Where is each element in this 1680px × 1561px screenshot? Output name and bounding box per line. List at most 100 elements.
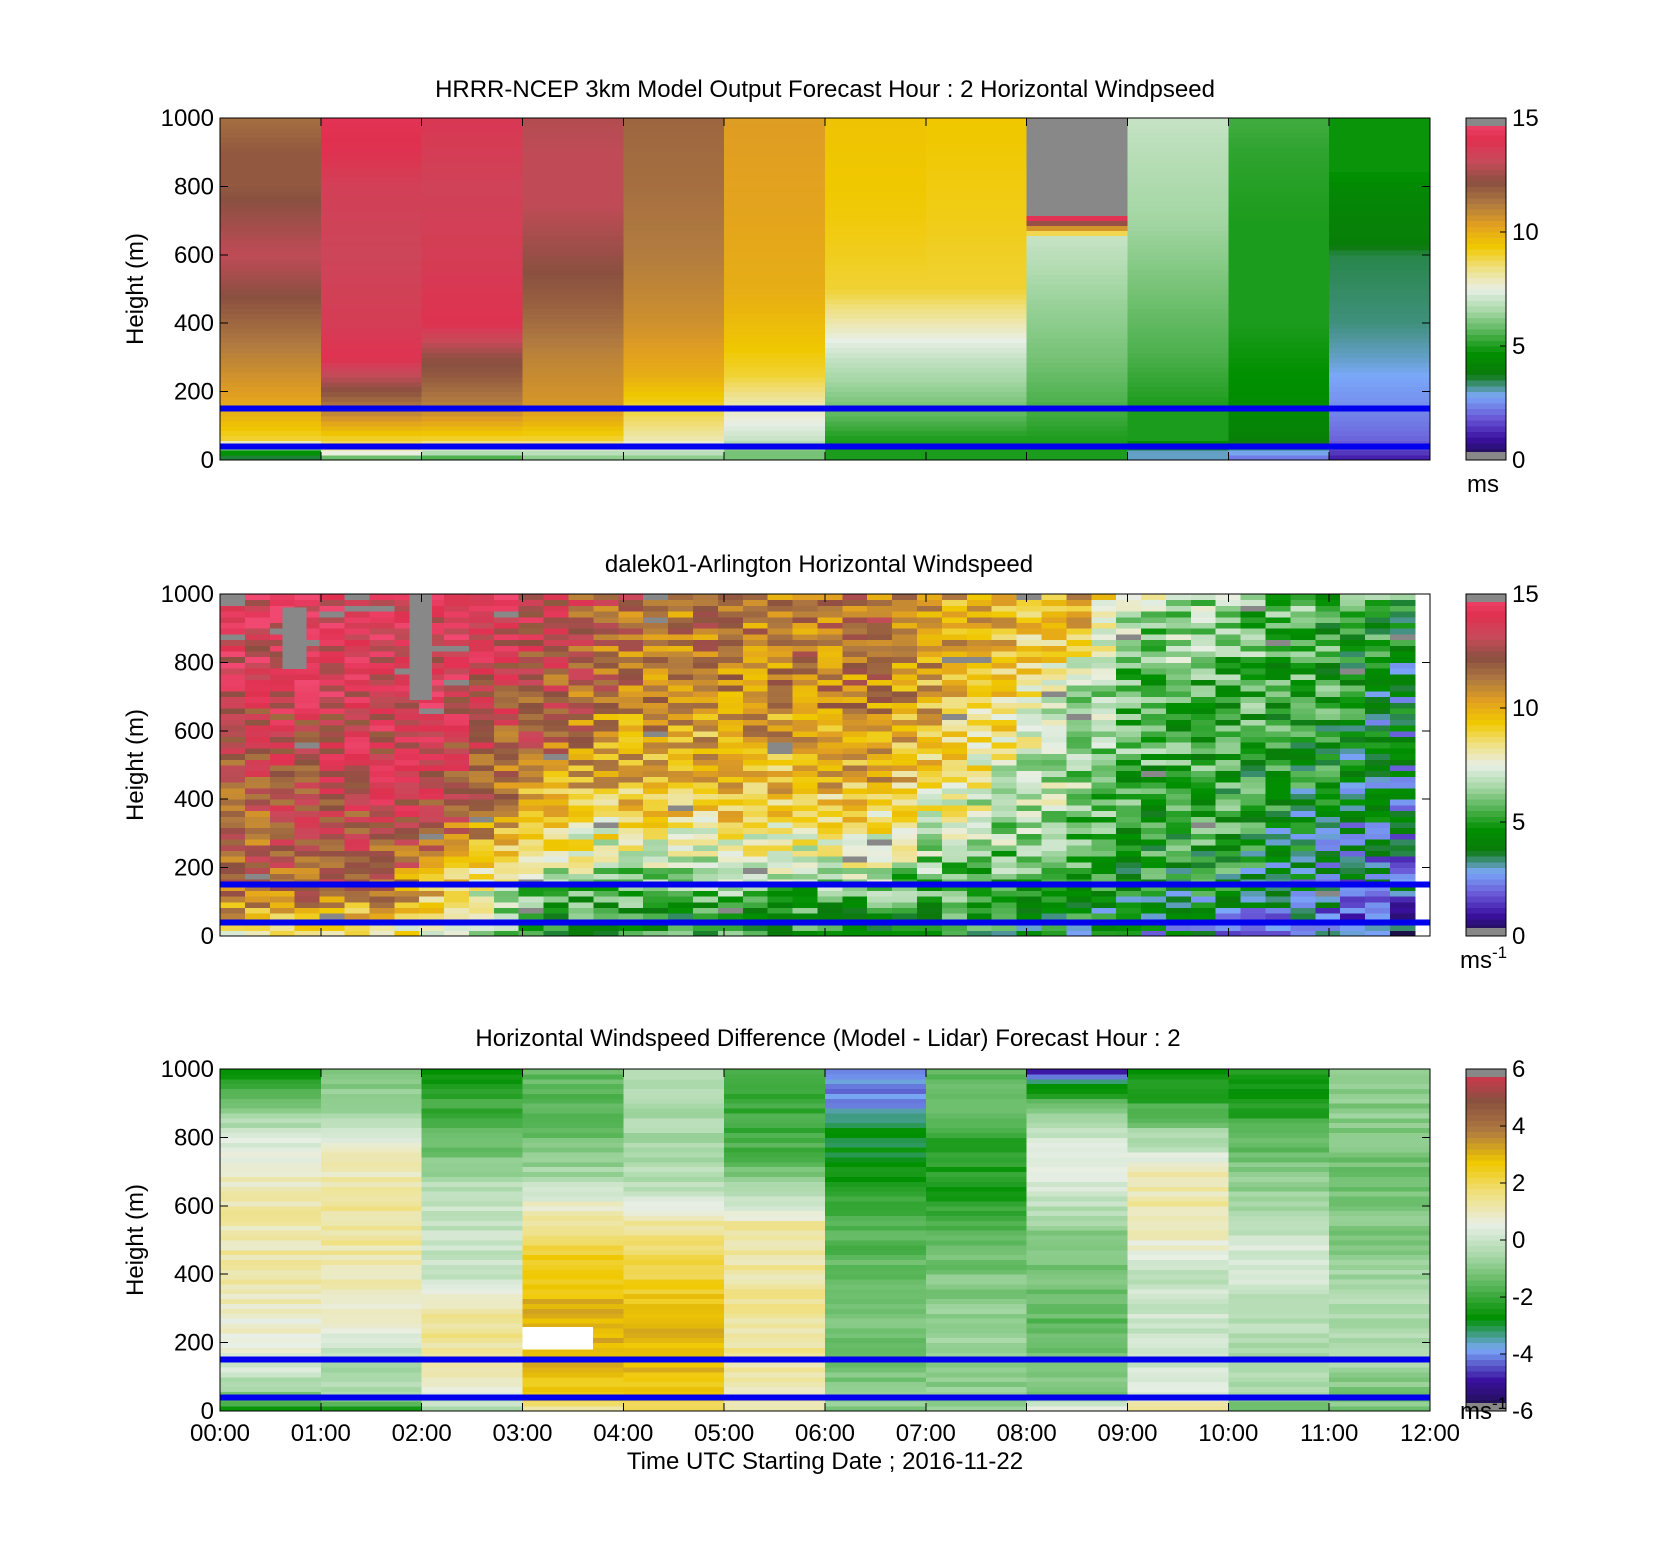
heatmap-cell [966,844,993,851]
heatmap-cell [269,662,296,669]
heatmap-cell [1290,896,1316,903]
heatmap-cell [419,896,445,903]
heatmap-cell [1041,844,1067,851]
heatmap-cell [1141,759,1167,766]
heatmap-cell [1127,1176,1229,1182]
heatmap-cell [724,1283,826,1290]
heatmap-cell [767,679,794,686]
heatmap-cell [568,611,594,618]
heatmap-cell [618,924,644,931]
heatmap-cell [1026,440,1128,446]
heatmap-cell [320,205,423,212]
heatmap-cell [724,1176,826,1182]
heatmap-cell [1228,342,1330,349]
heatmap-cell [825,1122,927,1129]
heatmap-cell [991,844,1018,851]
heatmap-cell [394,839,420,846]
heatmap-cell [1041,924,1067,931]
heatmap-cell [269,708,296,715]
heatmap-cell [867,616,893,623]
heatmap-cell [1066,816,1092,823]
heatmap-cell [917,736,943,743]
heatmap-cell [518,759,545,766]
heatmap-cell [568,753,594,760]
heatmap-cell [320,293,423,300]
heatmap-cell [668,633,694,641]
heatmap-cell [825,362,927,368]
heatmap-cell [1066,696,1092,703]
heatmap-cell [825,1274,927,1280]
heatmap-cell [842,844,868,851]
heatmap-cell [618,730,644,737]
heatmap-cell [966,930,993,936]
heatmap-cell [717,839,744,846]
heatmap-cell [1365,736,1391,743]
heatmap-cell [421,1132,523,1138]
heatmap-cell [220,1112,322,1119]
heatmap-cell [742,907,769,914]
heatmap-cell [742,622,769,629]
heatmap-cell [1127,1288,1229,1295]
heatmap-cell [825,1166,927,1173]
heatmap-cell [1215,844,1242,851]
heatmap-cell [593,605,619,612]
heatmap-cell [269,633,296,641]
heatmap-cell [1389,873,1416,880]
heatmap-cell [421,132,523,139]
heatmap-cell [925,1196,1028,1202]
heatmap-cell [792,776,818,783]
colorbar-swatch [1466,1376,1506,1383]
heatmap-cell [892,924,918,931]
heatmap-cell [792,873,818,880]
heatmap-cell [220,747,246,755]
heatmap-cell [320,176,423,183]
heatmap-cell [244,611,271,618]
heatmap-cell [522,420,624,427]
heatmap-cell [1127,1220,1229,1226]
heatmap-cell [742,616,769,623]
heatmap-cell [717,816,744,823]
heatmap-cell [320,1313,423,1319]
heatmap-cell [1240,656,1267,663]
heatmap-cell [717,884,744,891]
heatmap-cell [220,594,246,601]
heatmap-cell [419,850,445,857]
heatmap-cell [1329,1249,1430,1256]
heatmap-cell [344,901,370,908]
heatmap-cell [320,367,423,373]
ytick-label: 200 [174,379,214,406]
heatmap-cell [867,930,893,936]
heatmap-cell [1091,685,1117,692]
heatmap-cell [1290,656,1316,663]
heatmap-cell [522,1352,624,1358]
heatmap-cell [892,628,918,635]
heatmap-cell [991,782,1018,789]
heatmap-cell [925,235,1028,241]
heatmap-cell [623,420,725,427]
heatmap-cell [724,1244,826,1251]
heatmap-cell [1091,696,1117,703]
heatmap-cell [1041,713,1067,720]
heatmap-cell [568,685,594,692]
heatmap-cell [742,816,769,823]
heatmap-cell [1315,713,1341,720]
heatmap-cell [1228,1283,1330,1290]
heatmap-cell [1141,776,1167,783]
heatmap-cell [867,924,893,931]
heatmap-cell [419,679,445,686]
heatmap-cell [1228,308,1330,314]
heatmap-cell [1329,1376,1430,1383]
heatmap-cell [320,1283,423,1290]
colorbar-swatch [1466,1205,1506,1212]
heatmap-cell [294,759,321,766]
heatmap-cell [623,1391,725,1397]
heatmap-cell [1228,181,1330,187]
heatmap-cell [493,690,520,698]
heatmap-cell [1116,924,1142,931]
heatmap-cell [593,599,619,606]
heatmap-cell [1127,411,1229,417]
heatmap-cell [493,639,520,646]
colorbar-unit: ms [1467,471,1499,498]
heatmap-cell [1315,616,1341,623]
heatmap-cell [1329,249,1430,256]
